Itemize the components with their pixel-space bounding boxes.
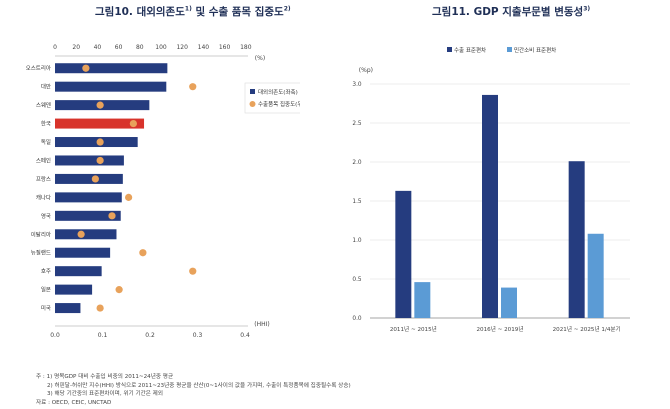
gdp-volatility-chart: (%p) 0.0 0.5 1.0 1.5 2.0 2.5 3.0 2011년 ~ 2015년 20… [352, 46, 630, 333]
concentration-dot [115, 286, 123, 294]
top-axis-tick-label: 0 [53, 44, 57, 51]
y-tick-label: 1.5 [352, 199, 362, 205]
y-axis-unit: (%p) [359, 67, 373, 74]
y-tick-label: 1.0 [352, 238, 362, 244]
legend-label: 민간소비 표준편차 [514, 46, 556, 54]
category-label: 호주 [41, 268, 51, 275]
legend-box [244, 82, 300, 114]
category-label: 영국 [41, 212, 51, 220]
right-chart-title: 그림11. GDP 지출부문별 변동성3) [432, 5, 591, 19]
category-label: 대만 [41, 83, 51, 91]
y-tick-label: 0.0 [352, 316, 362, 322]
concentration-dot [125, 193, 133, 201]
dependency-bar [55, 137, 138, 148]
concentration-dot [96, 156, 104, 165]
legend-swatch-bar [250, 89, 255, 94]
category-label: 스웨덴 [36, 101, 51, 109]
top-axis-tick-label: 120 [176, 44, 188, 51]
legend-swatch-dot [249, 101, 256, 107]
dependency-bar [55, 284, 93, 295]
category-label: 프랑스 [36, 176, 51, 183]
dependency-bar [55, 229, 117, 240]
dependency-bar [55, 266, 102, 277]
category-label: 일본 [41, 286, 51, 294]
volatility-bar [395, 190, 412, 318]
bottom-axis-tick-label: 0.1 [98, 332, 108, 339]
category-label: 독일 [41, 138, 51, 146]
top-axis-tick-label: 60 [115, 44, 123, 51]
volatility-bar [482, 94, 498, 318]
dependency-bar [55, 173, 123, 184]
bottom-axis-tick-label: 0.3 [193, 332, 203, 339]
footnotes: 주 : 1) 명목GDP 대비 수출입 비중의 2011~24년중 평균 2) … [36, 373, 351, 408]
legend-label: 수출 표준편차 [454, 46, 486, 54]
legend-swatch [447, 47, 452, 52]
dependency-bar [55, 155, 124, 166]
dependency-bar [55, 303, 81, 314]
dependency-bar [55, 118, 145, 129]
concentration-dot [96, 304, 104, 312]
bottom-axis-tick-label: 0.4 [240, 332, 250, 339]
top-axis-tick-label: 20 [72, 44, 80, 51]
top-axis-tick-label: 100 [155, 44, 167, 51]
concentration-dot [77, 230, 85, 238]
category-label: 오스트리아 [26, 64, 51, 72]
bottom-axis-tick-label: 0.2 [145, 332, 155, 339]
y-tick-label: 3.0 [352, 82, 362, 88]
legend-swatch [507, 47, 512, 52]
legend-label-bar: 대외의존도(좌축) [258, 88, 298, 96]
y-tick-label: 2.0 [352, 160, 362, 166]
bottom-axis-unit: (HHI) [254, 321, 269, 328]
x-tick-label: 2016년 ~ 2019년 [476, 325, 523, 333]
top-axis-tick-label: 180 [240, 44, 252, 51]
footnote-1: 주 : 1) 명목GDP 대비 수출입 비중의 2011~24년중 평균 [36, 374, 174, 380]
concentration-dot [82, 64, 90, 72]
concentration-dot [189, 267, 197, 275]
volatility-bar [568, 161, 585, 318]
left-chart-title: 그림10. 대외의존도1) 및 수출 품목 집중도2) [95, 5, 291, 19]
top-axis-unit: (%) [255, 55, 265, 62]
dependency-concentration-chart: 0 20 40 60 80 100 120 140 160 180(%) 0.0 0.1 0.2 0.3 0… [26, 44, 300, 339]
x-tick-label: 2021년 ~ 2025년 1/4분기 [553, 325, 621, 333]
concentration-dot [96, 138, 104, 146]
top-axis-tick-label: 80 [136, 44, 144, 51]
x-tick-label: 2011년 ~ 2015년 [390, 325, 437, 333]
category-label: 캐나다 [36, 193, 51, 201]
concentration-dot [129, 119, 137, 128]
category-label: 스페인 [36, 156, 51, 164]
category-label: 이탈리아 [31, 230, 51, 238]
dependency-bar [55, 210, 121, 221]
legend-label-dot: 수출품목 집중도(우축) [258, 100, 300, 108]
volatility-bar [587, 233, 604, 318]
concentration-dot [91, 175, 99, 183]
dependency-bar [55, 247, 111, 258]
category-label: 뉴질랜드 [31, 249, 51, 257]
concentration-dot [108, 212, 116, 220]
category-label: 한국 [41, 121, 51, 128]
volatility-bar [414, 282, 431, 318]
footnote-3: 3) 해당 기간중의 표준편차이며, 위기 기간은 제외 [47, 391, 163, 398]
dependency-bar [55, 63, 168, 74]
dependency-bar [55, 81, 167, 92]
concentration-dot [96, 101, 104, 109]
category-label: 미국 [41, 304, 51, 312]
y-tick-label: 0.5 [352, 277, 362, 283]
concentration-dot [139, 249, 147, 257]
volatility-bar [501, 287, 517, 318]
bottom-axis-tick-label: 0.0 [50, 332, 60, 339]
dependency-bar [55, 192, 122, 203]
footnote-2: 2) 허핀달-허쉬만 지수(HHI) 방식으로 2011~23년중 평균을 산산… [47, 382, 351, 389]
y-tick-label: 2.5 [352, 121, 362, 127]
top-axis-tick-label: 40 [94, 44, 102, 51]
top-axis-tick-label: 160 [219, 44, 231, 51]
top-axis-tick-label: 140 [198, 44, 210, 51]
concentration-dot [189, 83, 197, 91]
source-note: 자료 : OECD, CEIC, UNCTAD [36, 400, 112, 407]
